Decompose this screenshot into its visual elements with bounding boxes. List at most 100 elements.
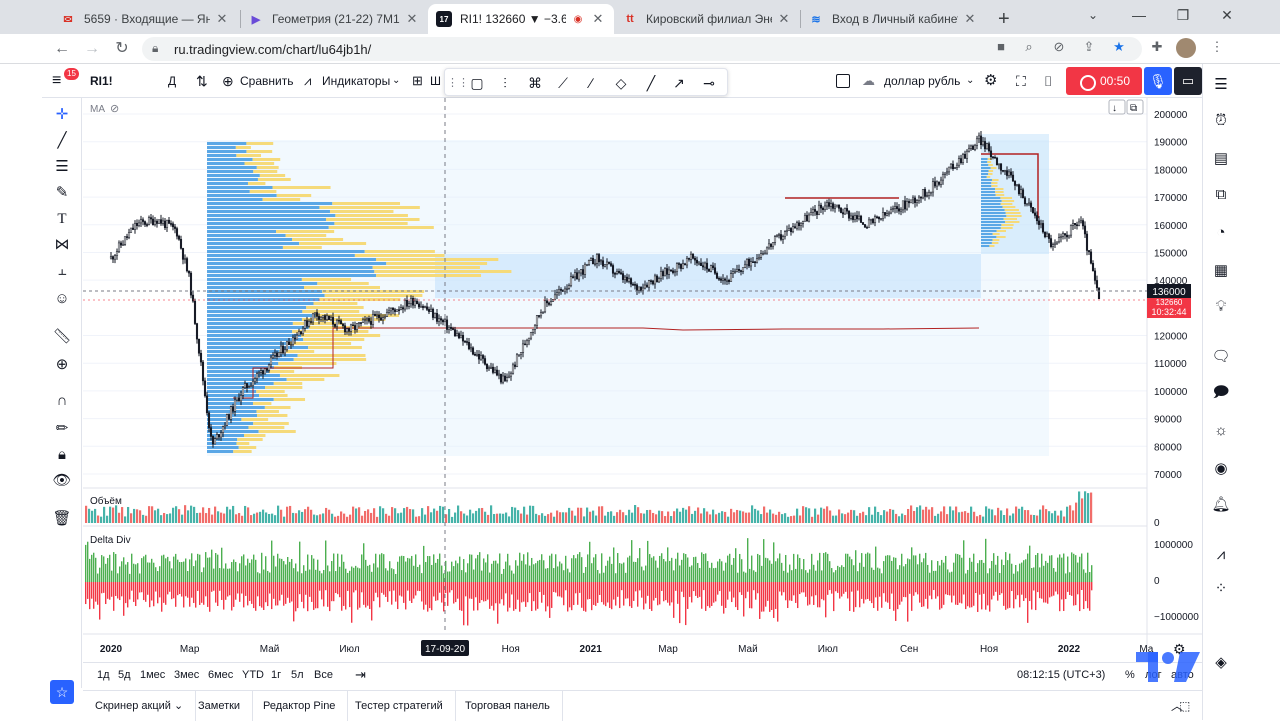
- tab-search-icon[interactable]: ⌄: [1087, 8, 1099, 22]
- line-tool-icon[interactable]: ╱: [646, 75, 656, 91]
- maximize-panel-icon[interactable]: ⬚: [1179, 699, 1191, 713]
- close-icon[interactable]: ✕: [406, 11, 418, 26]
- browser-tab-energosbyt[interactable]: tt Кировский филиал Энергосбыт ✕: [614, 4, 800, 34]
- delta-div-legend[interactable]: Delta Div: [90, 535, 131, 546]
- minimize-icon[interactable]: —: [1132, 7, 1146, 23]
- time-axis[interactable]: 2020МарМайИюлСНоя2021МарМайИюлСенНоя2022…: [100, 644, 1154, 655]
- ideas-bulb-icon[interactable]: 💡︎: [1215, 298, 1227, 315]
- layers-icon[interactable]: ◈: [1215, 654, 1227, 671]
- range-5d[interactable]: 5д: [118, 669, 131, 681]
- horizontal-line-icon[interactable]: ⊸: [703, 75, 715, 91]
- trendline-tool-icon[interactable]: ∕: [589, 75, 593, 91]
- interval-selector[interactable]: Д: [168, 74, 177, 88]
- cloud-icon[interactable]: ☁︎: [862, 73, 875, 88]
- range-3m[interactable]: 3мес: [174, 669, 200, 681]
- range-ytd[interactable]: YTD: [242, 669, 264, 681]
- video-camera-icon[interactable]: ▭: [1174, 67, 1202, 95]
- menu-icon[interactable]: ⋮: [1210, 39, 1224, 54]
- fib-retracement-icon[interactable]: ☰: [55, 158, 69, 175]
- range-all[interactable]: Все: [314, 669, 333, 681]
- tab-pine-editor[interactable]: Редактор Pine: [251, 691, 349, 721]
- goto-date-icon[interactable]: ⇥: [355, 667, 366, 682]
- chevron-down-icon[interactable]: ⌄: [392, 75, 401, 86]
- close-icon[interactable]: ✕: [592, 11, 604, 26]
- templates-icon[interactable]: ⊞: [412, 73, 423, 88]
- settings-gear-icon[interactable]: ⚙: [984, 72, 998, 89]
- percent-toggle[interactable]: %: [1125, 669, 1135, 681]
- range-1y[interactable]: 1г: [271, 669, 282, 681]
- close-icon[interactable]: ✕: [778, 11, 790, 26]
- arrow-tool-icon[interactable]: ↗: [673, 75, 685, 91]
- bookmark-star-icon[interactable]: ★: [1113, 39, 1125, 54]
- hotlist-icon[interactable]: ◔: [1216, 224, 1226, 241]
- browser-tab-mail[interactable]: ✉ 5659 · Входящие — Яндекс ✕: [52, 4, 238, 34]
- microphone-icon[interactable]: 🎙︎: [1144, 67, 1172, 95]
- lock-icon[interactable]: 🔒︎: [152, 41, 159, 55]
- lock-icon[interactable]: 🔒︎: [58, 446, 66, 463]
- ma-legend[interactable]: MA: [90, 104, 105, 115]
- ruler-icon[interactable]: 📏︎: [52, 328, 72, 345]
- browser-tab-cabinet[interactable]: ≋ Вход в Личный кабинет ✕: [800, 4, 986, 34]
- path-tool-icon[interactable]: ⌘: [528, 75, 542, 91]
- range-6m[interactable]: 6мес: [208, 669, 234, 681]
- pattern-icon[interactable]: ⋈: [54, 236, 70, 253]
- chevron-down-icon[interactable]: ⌄: [966, 75, 975, 86]
- tab-notes[interactable]: Заметки: [186, 691, 254, 721]
- range-1d[interactable]: 1д: [97, 669, 110, 681]
- profile-avatar[interactable]: [1176, 38, 1196, 58]
- messages-icon[interactable]: 🗩︎: [1212, 384, 1230, 401]
- drag-handle-icon[interactable]: ⋮⋮: [447, 77, 469, 89]
- screenshot-camera-icon[interactable]: ⌷: [1044, 73, 1053, 89]
- price-axis[interactable]: 2000001900001800001700001600001500001400…: [1154, 110, 1199, 623]
- close-icon[interactable]: ✕: [216, 11, 228, 26]
- fixed-range-volume-icon[interactable]: ⫶: [503, 75, 507, 91]
- extensions-icon[interactable]: ✚: [1151, 39, 1163, 54]
- stream-icon[interactable]: ◉: [1214, 460, 1228, 477]
- maximize-pane-button[interactable]: [1126, 99, 1144, 115]
- tab-strategy-tester[interactable]: Тестер стратегий: [343, 691, 456, 721]
- tab-stock-screener[interactable]: Скринер акций ⌄: [83, 691, 197, 721]
- chart-canvas[interactable]: MA ⊘ Объём Delta Div ↓ ⧉ 200000190000180…: [83, 98, 1202, 662]
- trend-icon[interactable]: ⩘: [1216, 546, 1226, 563]
- calendar-icon[interactable]: ▦: [1213, 262, 1229, 279]
- rectangle-tool-icon[interactable]: ▢: [470, 75, 484, 91]
- lock-drawing-icon[interactable]: ✏: [55, 420, 69, 437]
- object-tree-icon[interactable]: ⁘: [1214, 580, 1228, 597]
- hide-icon[interactable]: ⊘: [1053, 39, 1065, 54]
- ray-tool-icon[interactable]: ⟋: [558, 75, 568, 91]
- forward-icon[interactable]: →: [84, 40, 100, 57]
- smiley-icon[interactable]: ☺: [54, 290, 70, 307]
- candle-style-icon[interactable]: ⇅: [196, 73, 208, 89]
- crosshair-icon[interactable]: ✛: [55, 106, 69, 123]
- new-tab-button[interactable]: +: [998, 7, 1010, 30]
- clock[interactable]: 08:12:15 (UTC+3): [1017, 669, 1106, 681]
- data-window-icon[interactable]: ⧉: [1215, 186, 1227, 203]
- fullscreen-icon[interactable]: ⛶: [1016, 73, 1026, 89]
- reload-icon[interactable]: ↻: [115, 40, 129, 57]
- compare-button[interactable]: Сравнить: [240, 74, 294, 88]
- templates-button[interactable]: Ш: [430, 74, 441, 88]
- brush-icon[interactable]: ✎: [55, 184, 69, 201]
- indicators-icon[interactable]: ⩘: [304, 73, 312, 88]
- ellipse-tool-icon[interactable]: ◇: [615, 75, 627, 91]
- prediction-icon[interactable]: ⫠: [57, 262, 67, 279]
- restore-icon[interactable]: ❐: [1176, 7, 1190, 23]
- compare-icon[interactable]: ⊕: [222, 73, 234, 89]
- scroll-down-button[interactable]: [1108, 99, 1126, 115]
- text-tool-icon[interactable]: T: [57, 211, 67, 227]
- record-button[interactable]: 00:50: [1066, 67, 1142, 95]
- browser-tab-geometry[interactable]: ▶ Геометрия (21-22) 7M1: Д ✕: [240, 4, 428, 34]
- url-field[interactable]: 🔒︎ ru.tradingview.com/chart/lu64jb1h/: [142, 37, 1142, 61]
- news-icon[interactable]: ▤: [1213, 150, 1229, 167]
- camera-blocked-icon[interactable]: ■: [997, 39, 1005, 54]
- watchlist-icon[interactable]: ☰: [1214, 76, 1228, 93]
- hamburger-icon[interactable]: ≡: [52, 72, 62, 89]
- eye-hidden-icon[interactable]: ⊘: [110, 103, 119, 115]
- back-icon[interactable]: ←: [54, 40, 70, 57]
- zoom-in-icon[interactable]: ⊕: [55, 356, 69, 373]
- magnet-icon[interactable]: ∩: [56, 392, 68, 409]
- trash-icon[interactable]: 🗑︎: [52, 510, 72, 527]
- notifications-bell-icon[interactable]: 🔔︎: [1211, 496, 1231, 513]
- bulb-icon[interactable]: ☼: [1214, 422, 1228, 439]
- trendline-icon[interactable]: ╱: [57, 132, 67, 149]
